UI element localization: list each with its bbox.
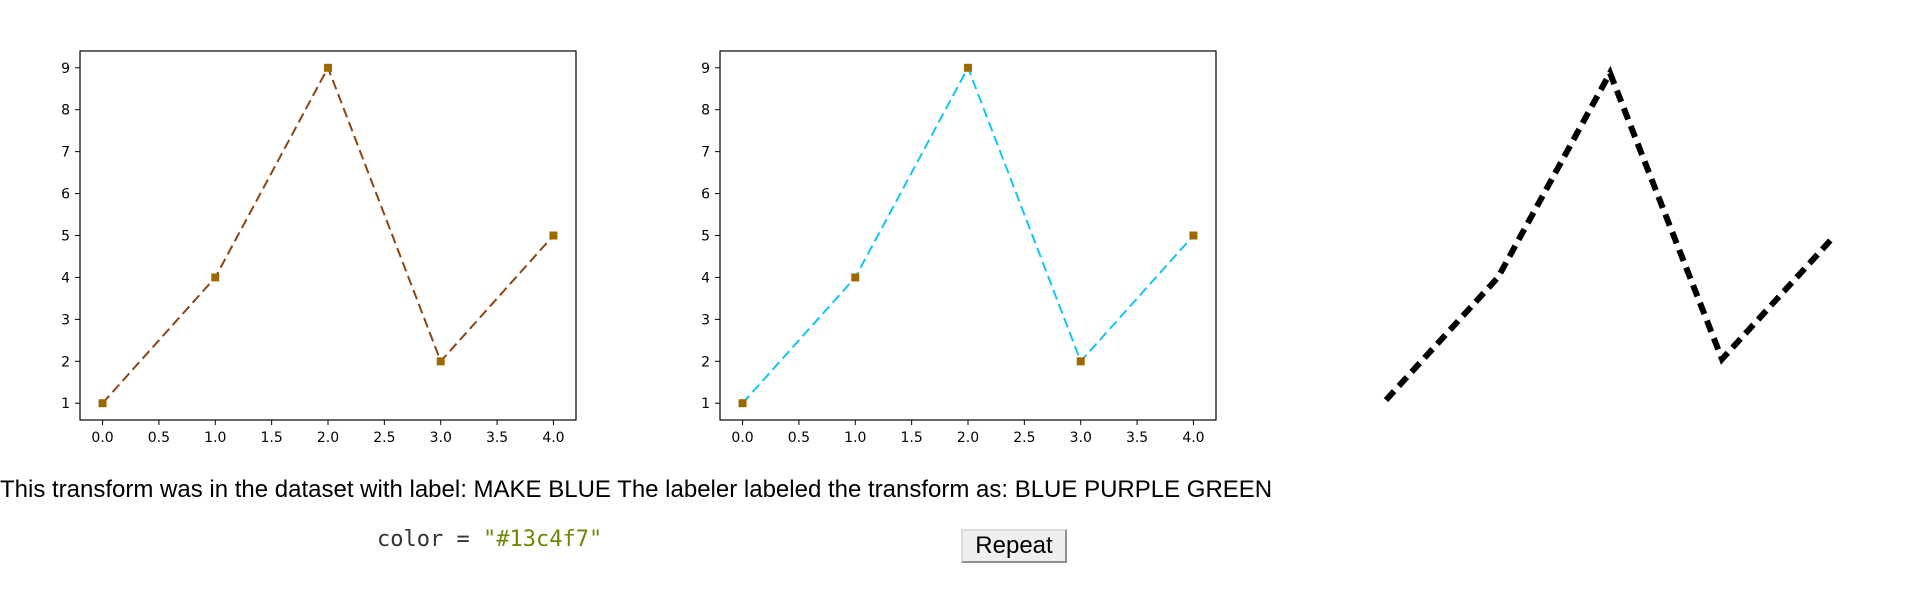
x-tick-label: 2.5 [1013, 430, 1035, 446]
repeat-button[interactable]: Repeat [961, 529, 1067, 563]
y-tick-label: 6 [61, 187, 70, 203]
y-tick-label: 9 [701, 61, 710, 77]
y-tick-label: 8 [61, 103, 70, 119]
data-point-marker [98, 399, 107, 408]
x-tick-label: 2.0 [957, 430, 979, 446]
y-tick-label: 1 [701, 396, 710, 412]
x-tick-label: 0.5 [148, 430, 170, 446]
y-tick-label: 8 [701, 103, 710, 119]
data-point-marker [1076, 357, 1085, 366]
x-tick-label: 1.0 [204, 430, 226, 446]
y-tick-label: 4 [61, 270, 70, 286]
code-variable: color [377, 527, 444, 552]
y-tick-label: 7 [61, 145, 70, 161]
x-tick-label: 0.5 [788, 430, 810, 446]
y-tick-label: 6 [701, 187, 710, 203]
data-point-marker [211, 273, 220, 282]
y-tick-label: 9 [61, 61, 70, 77]
y-tick-label: 2 [701, 354, 710, 370]
x-tick-label: 2.0 [317, 430, 339, 446]
y-tick-label: 7 [701, 145, 710, 161]
data-point-marker [1189, 231, 1198, 240]
code-string-value: "#13c4f7" [482, 527, 603, 552]
transform-caption-text: This transform was in the dataset with l… [0, 476, 1273, 503]
transform-caption: This transform was in the dataset with l… [0, 474, 1272, 506]
x-tick-label: 0.0 [91, 430, 113, 446]
x-tick-label: 1.5 [901, 430, 923, 446]
y-tick-label: 1 [61, 396, 70, 412]
data-point-marker [549, 231, 558, 240]
x-tick-label: 3.0 [1070, 430, 1092, 446]
x-tick-label: 1.0 [844, 430, 866, 446]
data-point-marker [738, 399, 747, 408]
y-tick-label: 2 [61, 354, 70, 370]
data-point-marker [851, 273, 860, 282]
x-tick-label: 3.0 [430, 430, 452, 446]
x-tick-label: 2.5 [373, 430, 395, 446]
color-code-line: color = "#13c4f7" [377, 524, 602, 556]
x-tick-label: 3.5 [1126, 430, 1148, 446]
data-point-marker [964, 63, 972, 72]
y-tick-label: 5 [61, 229, 70, 245]
data-point-marker [324, 63, 332, 72]
x-tick-label: 4.0 [542, 430, 564, 446]
y-tick-label: 3 [701, 312, 710, 328]
x-tick-label: 4.0 [1182, 430, 1204, 446]
y-tick-label: 5 [701, 229, 710, 245]
sketch-dashed-line [1383, 65, 1837, 403]
x-tick-label: 0.0 [731, 430, 753, 446]
y-tick-label: 3 [61, 312, 70, 328]
data-point-marker [436, 357, 445, 366]
x-tick-label: 1.5 [261, 430, 283, 446]
x-tick-label: 3.5 [486, 430, 508, 446]
y-tick-label: 4 [701, 270, 710, 286]
code-operator: = [456, 527, 470, 552]
